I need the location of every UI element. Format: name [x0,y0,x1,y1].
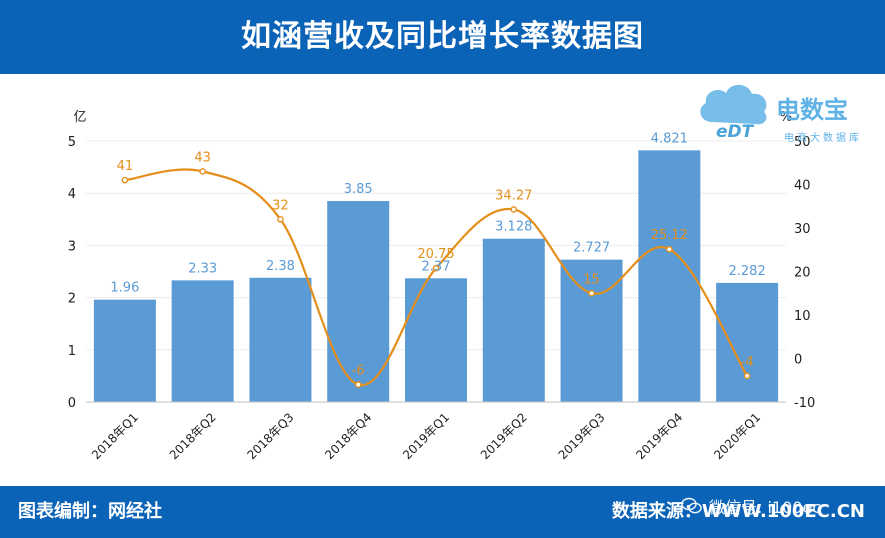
logo-mark: eDT [716,122,755,142]
line-point [510,206,518,213]
line-value-label: 32 [272,198,289,213]
bar [327,201,390,402]
x-tick-label: 2019年Q4 [633,410,685,462]
line-value-label: 20.75 [417,247,454,262]
label-layer: 1.96 2.33 2.38 3.85 2.37 3.128 2.727 4.821 2.282… [110,131,765,378]
bar-value-label: 2.727 [573,241,610,256]
line-value-label: 41 [117,159,134,174]
y-tick-label: 5 [68,135,76,150]
bar-layer [93,150,779,402]
y2-axis-unit: % [780,110,792,125]
bar [638,150,701,402]
bar-value-label: 3.128 [495,220,532,235]
line-point [121,176,129,184]
bar-value-label: 3.85 [344,182,373,197]
y2-tick-label: 10 [794,309,811,324]
y2-tick-label: 20 [794,266,811,281]
bar [93,299,156,402]
x-tick-label: 2020年Q1 [711,410,763,462]
cloud-logo-icon [700,84,767,125]
line-point [354,381,362,388]
x-tick-label: 2018年Q2 [167,410,219,462]
y-tick-label: 1 [68,344,76,359]
bar-value-label: 1.96 [110,281,139,296]
x-tick-label: 2018年Q4 [322,410,374,462]
y2-tick-label: 50 [794,135,811,150]
line-value-label: 34.27 [495,188,532,203]
line-value-label: 15 [583,272,600,287]
line-point [743,372,751,380]
bar [560,259,623,402]
wechat-id: 微信号: i100ec [709,498,822,517]
y-tick-label: 2 [68,292,76,307]
bar [482,238,545,402]
chart-area: 1.96 2.33 2.38 3.85 2.37 3.128 2.727 4.821 2.282… [68,84,862,462]
bar [716,282,779,402]
bar [171,280,234,402]
logo-main-text: 电数宝 [776,96,848,124]
y2-tick-label: 0 [794,353,802,368]
footer-credit: 图表编制：网经社 [18,501,162,522]
line-point [588,289,595,297]
line-value-label: 43 [194,150,211,165]
bar-value-label: 2.33 [188,261,217,276]
bar [405,278,467,402]
footer-source: 数据来源：WWW.100EC.CN [611,501,865,522]
logo-sub-text: 电商大数据库 [784,131,862,144]
line-point [199,168,206,175]
bar-value-label: 4.821 [651,131,688,146]
title-banner: 如涵营收及同比增长率数据图 [0,0,885,74]
bar-value-label: 2.282 [729,264,766,279]
bar [249,277,312,402]
wechat-icon [681,497,702,514]
y2-tick-label: 30 [794,222,811,237]
line-point [277,215,284,223]
line-layer [121,168,751,388]
y-tick-label: 4 [68,187,76,202]
line-point [666,245,673,253]
line-value-label: 25.12 [651,228,688,243]
chart-title: 如涵营收及同比增长率数据图 [241,19,644,54]
logo: eDT 电数宝 电商大数据库 [700,84,862,144]
x-tick-label: 2019年Q2 [478,410,530,462]
y2-tick-label: -10 [794,396,815,411]
footer-banner: 图表编制：网经社 数据来源：WWW.100EC.CN [0,486,885,538]
line-value-label: -4 [741,355,754,370]
bar-value-label: 2.37 [422,259,451,274]
x-tick-label: 2019年Q1 [400,410,452,462]
x-tick-label: 2018年Q3 [245,410,297,462]
wechat-badge: 微信号: i100ec [681,494,821,518]
y-tick-label: 3 [68,239,76,254]
x-tick-label: 2018年Q1 [89,410,141,462]
bar-value-label: 2.38 [266,259,295,274]
y-axis-unit: 亿 [73,110,86,125]
line-point [432,264,440,272]
y-tick-label: 0 [68,396,76,411]
y2-tick-label: 40 [794,179,811,194]
x-tick-label: 2019年Q3 [556,410,608,462]
line-value-label: -6 [352,364,365,379]
